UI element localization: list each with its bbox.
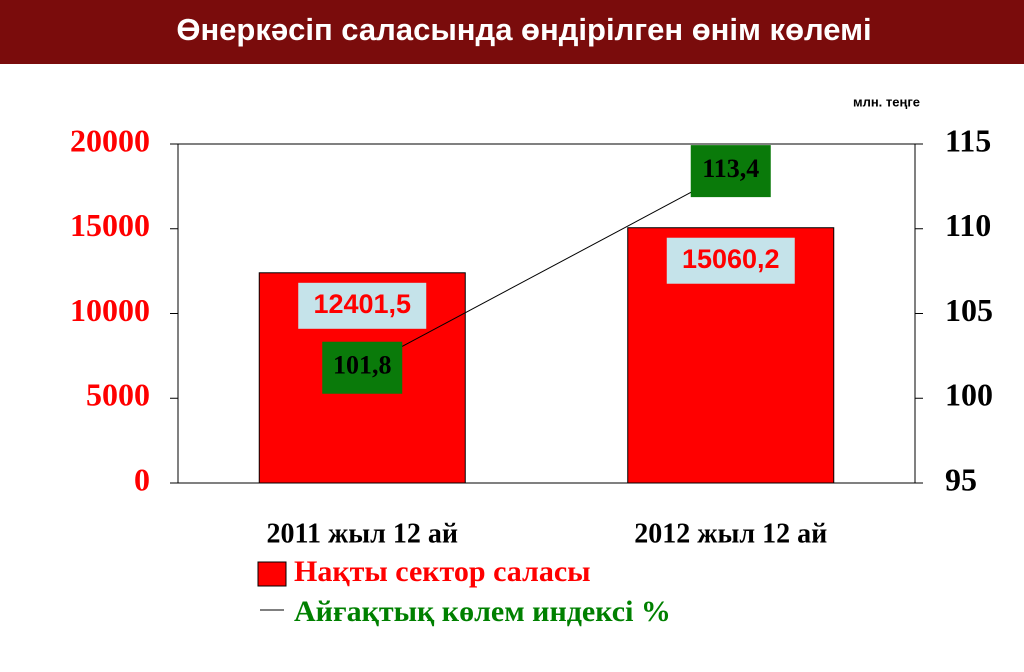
y-tick-label: 0 xyxy=(134,461,150,497)
legend-swatch xyxy=(257,561,287,587)
y-tick-label: 5000 xyxy=(86,377,150,413)
legend-label: Айғақтық көлем индексі % xyxy=(294,595,671,628)
bar-label: 12401,5 xyxy=(313,289,411,319)
legend-label: Нақты сектор саласы xyxy=(294,555,591,588)
bar-label: 15060,2 xyxy=(682,244,780,274)
line-label-box xyxy=(322,341,403,394)
title-bar xyxy=(0,0,1024,64)
unit-label: млн. теңге xyxy=(853,94,920,109)
x-tick-label: 2012 жыл 12 ай xyxy=(634,518,827,549)
y2-tick-label: 95 xyxy=(945,461,977,497)
y2-tick-label: 110 xyxy=(945,207,991,243)
line xyxy=(362,170,731,369)
y2-tick-label: 100 xyxy=(945,377,993,413)
x-tick-label: 2011 жыл 12 ай xyxy=(267,518,458,549)
y-tick-label: 15000 xyxy=(70,207,150,243)
y2-tick-label: 105 xyxy=(945,292,993,328)
y-tick-label: 20000 xyxy=(70,122,150,158)
line-label-box xyxy=(690,145,771,198)
line-label: 113,4 xyxy=(702,154,759,183)
y2-tick-label: 115 xyxy=(945,122,991,158)
y-tick-label: 10000 xyxy=(70,292,150,328)
bar-label-box xyxy=(666,237,795,284)
bar-label-box xyxy=(298,282,427,329)
chart-title: Өнеркәсіп саласында өндірілген өнім көле… xyxy=(176,12,871,47)
line-label: 101,8 xyxy=(333,351,392,380)
